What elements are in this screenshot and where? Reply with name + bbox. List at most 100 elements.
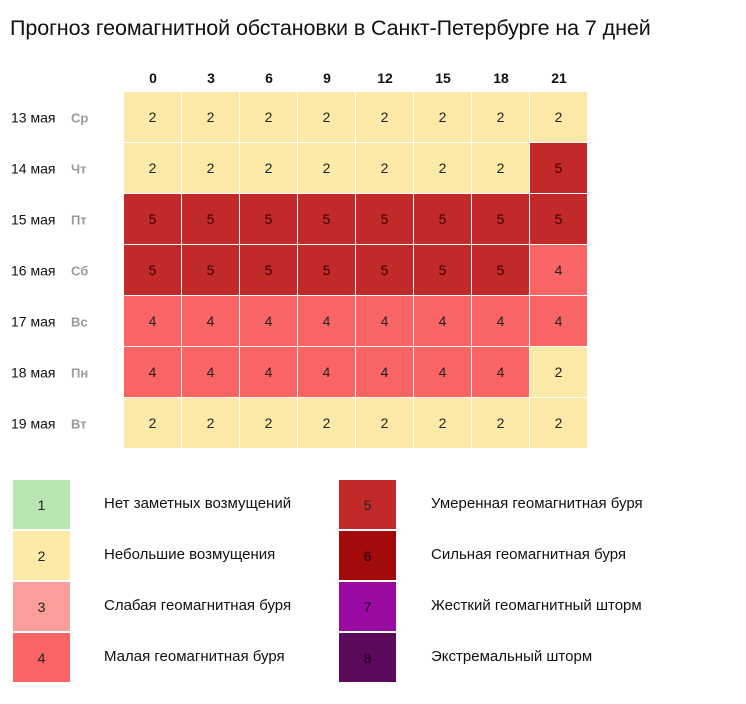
heatmap-cell <box>530 347 587 397</box>
heatmap-cell <box>414 245 471 295</box>
legend-label: Умеренная геомагнитная буря <box>431 495 643 512</box>
row-label-weekday: Ср <box>71 111 88 126</box>
heatmap-cell <box>182 347 239 397</box>
heatmap-cell-value: 2 <box>149 415 157 431</box>
heatmap-cell-value: 2 <box>497 160 505 176</box>
legend-label: Сильная геомагнитная буря <box>431 546 626 563</box>
heatmap-cell <box>356 143 413 193</box>
heatmap-cell <box>356 194 413 244</box>
heatmap-cell <box>298 245 355 295</box>
heatmap-cell <box>414 398 471 448</box>
heatmap-cell-value: 2 <box>265 415 273 431</box>
row-label-weekday: Сб <box>71 264 88 279</box>
heatmap-cell <box>530 245 587 295</box>
heatmap-cell-value: 2 <box>439 160 447 176</box>
column-header-hour: 3 <box>207 70 215 86</box>
heatmap-cell <box>472 143 529 193</box>
column-header-hour: 9 <box>323 70 331 86</box>
row-label-date: 18 мая <box>11 365 55 381</box>
legend-swatch: 7 <box>339 582 396 632</box>
heatmap-cell <box>356 245 413 295</box>
legend-label: Экстремальный шторм <box>431 648 593 665</box>
heatmap-cell <box>472 194 529 244</box>
heatmap-cell-value: 4 <box>207 313 215 329</box>
column-header-hour: 12 <box>377 70 393 86</box>
heatmap-cell-value: 2 <box>381 160 389 176</box>
heatmap-chart: 0 3 6 9 12 15 18 21 13 мая Ср 2 2 2 2 2 2 2 2 14 мая Чт 2 2 2 2… <box>11 70 587 448</box>
heatmap-cell <box>124 92 181 142</box>
heatmap-cell-value: 2 <box>265 160 273 176</box>
heatmap-cell <box>356 296 413 346</box>
row-label-weekday: Вт <box>71 417 87 432</box>
heatmap-cell-value: 4 <box>323 313 331 329</box>
heatmap-cell <box>530 194 587 244</box>
heatmap-cell <box>182 143 239 193</box>
heatmap-cell <box>240 143 297 193</box>
heatmap-cell-value: 2 <box>439 109 447 125</box>
heatmap-cell-value: 2 <box>323 160 331 176</box>
heatmap-cell <box>472 398 529 448</box>
heatmap-cell-value: 4 <box>323 364 331 380</box>
heatmap-cell-value: 5 <box>265 211 273 227</box>
legend-label: Слабая геомагнитная буря <box>104 597 292 614</box>
heatmap-cell <box>298 194 355 244</box>
row-label-date: 17 мая <box>11 314 55 330</box>
heatmap-cell-value: 2 <box>381 415 389 431</box>
heatmap-cell <box>530 296 587 346</box>
heatmap-cell-value: 2 <box>149 160 157 176</box>
heatmap-cell-value: 4 <box>265 364 273 380</box>
row-label-weekday: Пт <box>71 213 87 228</box>
heatmap-cell <box>182 92 239 142</box>
row-label-weekday: Пн <box>71 366 88 381</box>
heatmap-cell-value: 5 <box>207 262 215 278</box>
row-label-date: 13 мая <box>11 110 55 126</box>
column-header-hour: 18 <box>493 70 509 86</box>
heatmap-cell <box>124 143 181 193</box>
heatmap-cell-value: 5 <box>149 262 157 278</box>
heatmap-cell <box>298 398 355 448</box>
column-header-hour: 6 <box>265 70 273 86</box>
row-label-date: 15 мая <box>11 212 55 228</box>
legend-swatch: 2 <box>13 531 70 581</box>
heatmap-cell <box>298 143 355 193</box>
heatmap-cell <box>530 143 587 193</box>
heatmap-cell <box>240 245 297 295</box>
heatmap-cell <box>414 194 471 244</box>
heatmap-cell <box>472 92 529 142</box>
heatmap-cell-value: 2 <box>439 415 447 431</box>
row-label-date: 16 мая <box>11 263 55 279</box>
heatmap-cell-value: 4 <box>497 313 505 329</box>
heatmap-cell-value: 5 <box>149 211 157 227</box>
column-header-hour: 15 <box>435 70 451 86</box>
legend-label: Нет заметных возмущений <box>104 495 292 512</box>
heatmap-cell <box>182 296 239 346</box>
heatmap-cell-value: 4 <box>265 313 273 329</box>
heatmap-cell <box>298 296 355 346</box>
heatmap-cell <box>472 245 529 295</box>
heatmap-cell-value: 5 <box>323 262 331 278</box>
row-label-date: 14 мая <box>11 161 55 177</box>
heatmap-cell-value: 2 <box>323 109 331 125</box>
heatmap-cell <box>240 296 297 346</box>
heatmap-cell-value: 2 <box>497 109 505 125</box>
heatmap-cell-value: 4 <box>439 364 447 380</box>
heatmap-cell-value: 5 <box>439 262 447 278</box>
row-label-weekday: Вс <box>71 315 88 330</box>
legend-swatch: 6 <box>339 531 396 581</box>
heatmap-cell <box>472 296 529 346</box>
heatmap-cell-value: 5 <box>439 211 447 227</box>
heatmap-cell-value: 2 <box>555 364 563 380</box>
heatmap-cell <box>356 398 413 448</box>
heatmap-cell-value: 2 <box>555 109 563 125</box>
heatmap-cell-value: 4 <box>149 364 157 380</box>
heatmap-cell <box>414 347 471 397</box>
legend-label: Малая геомагнитная буря <box>104 648 285 665</box>
heatmap-cell-value: 4 <box>207 364 215 380</box>
heatmap-cell <box>182 194 239 244</box>
heatmap-cell <box>298 347 355 397</box>
heatmap-cell-value: 2 <box>207 415 215 431</box>
heatmap-cell-value: 5 <box>323 211 331 227</box>
heatmap-cell-value: 4 <box>555 313 563 329</box>
heatmap-cell <box>530 398 587 448</box>
heatmap-cell <box>414 296 471 346</box>
